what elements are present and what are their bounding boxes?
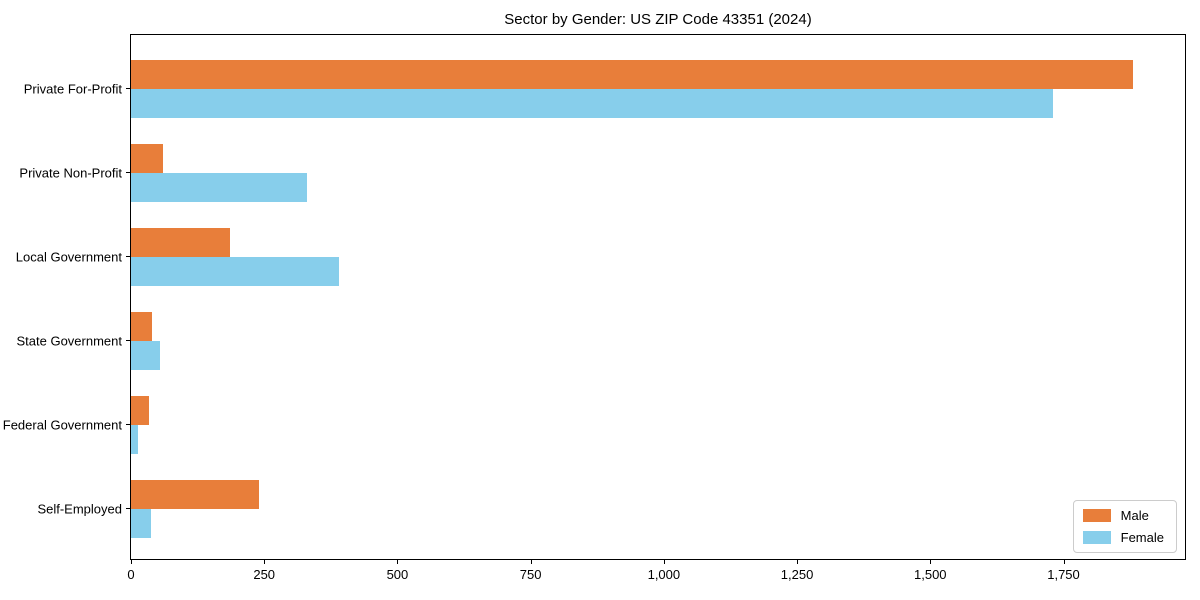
x-tick: [397, 560, 399, 564]
x-tick: [131, 560, 132, 564]
x-tick-label: 1,250: [780, 567, 814, 582]
x-tick: [1063, 560, 1065, 564]
legend-label: Female: [1120, 530, 1164, 545]
bar-male: [131, 311, 153, 341]
x-tick: [663, 560, 665, 564]
x-tick: [797, 560, 799, 564]
y-axis-label: Self-Employed: [37, 501, 122, 517]
x-tick: [530, 560, 532, 564]
bar-male: [131, 395, 149, 425]
y-tick: [126, 256, 130, 257]
bar-male: [131, 143, 163, 173]
male-swatch-icon: [1082, 509, 1111, 522]
bar-female: [131, 257, 339, 287]
y-tick: [126, 88, 130, 89]
y-axis-label: State Government: [16, 333, 123, 349]
x-tick-label: 500: [386, 567, 409, 582]
x-tick-label: 1,000: [647, 567, 681, 582]
x-tick-label: 0: [127, 567, 135, 582]
bar-female: [131, 89, 1053, 119]
x-tick: [930, 560, 932, 564]
bar-male: [131, 227, 230, 257]
bar-female: [131, 341, 161, 371]
x-tick-label: 250: [253, 567, 276, 582]
y-tick: [126, 508, 130, 509]
x-tick-label: 1,750: [1047, 567, 1080, 582]
plot-area: Male Female Private For-Profit Private Non…: [3, 34, 1186, 582]
y-axis-label: Private Non-Profit: [19, 165, 122, 181]
bar-male: [131, 59, 1133, 89]
y-axis-label: Private For-Profit: [23, 81, 122, 97]
legend: Male Female: [1072, 500, 1177, 553]
female-swatch-icon: [1082, 531, 1111, 544]
x-tick: [264, 560, 266, 564]
chart-title: Sector by Gender: US ZIP Code 43351 (202…: [504, 11, 812, 28]
y-axis-label: Federal Government: [2, 417, 122, 433]
bar-female: [131, 173, 307, 203]
y-tick: [126, 340, 130, 341]
legend-label: Male: [1120, 508, 1149, 523]
bar-male: [131, 479, 259, 509]
y-tick: [126, 424, 130, 425]
legend-item: Female: [1082, 530, 1164, 545]
x-tick-label: 1,500: [914, 567, 947, 582]
x-tick-label: 750: [519, 567, 542, 582]
bar-female: [131, 425, 138, 455]
y-axis-label: Local Government: [15, 249, 122, 265]
bar-female: [131, 509, 152, 539]
y-tick: [126, 172, 130, 173]
legend-item: Male: [1082, 508, 1164, 523]
